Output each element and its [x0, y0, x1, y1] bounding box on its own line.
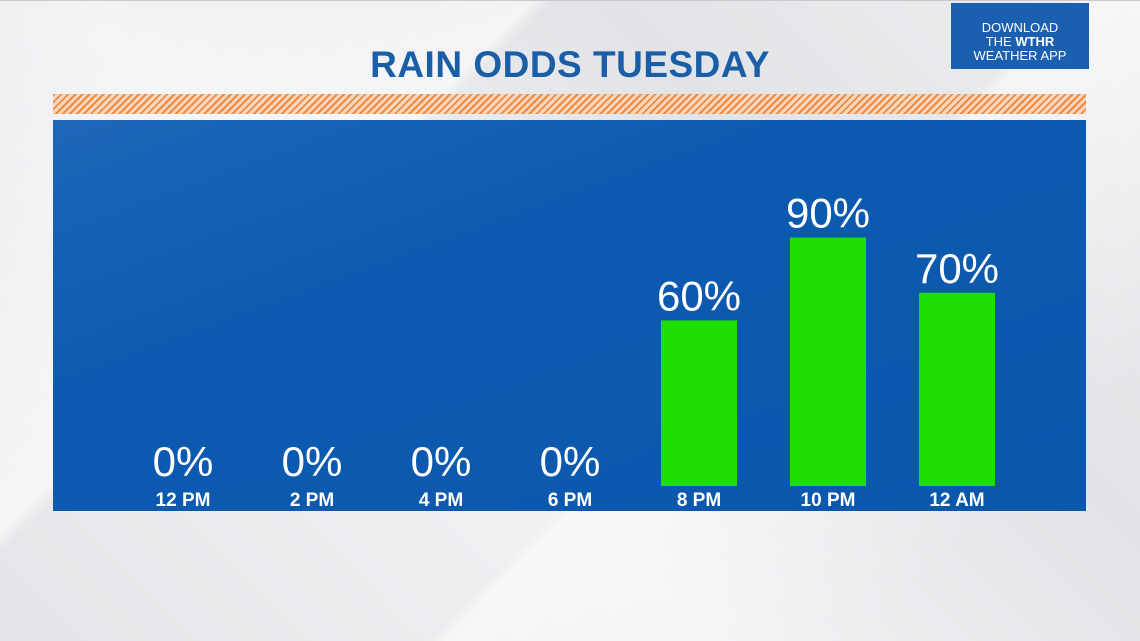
badge-line-app: WEATHER APP — [973, 48, 1067, 63]
badge-line-download: DOWNLOAD — [981, 20, 1059, 35]
category-label: 4 PM — [419, 490, 463, 511]
category-label: 8 PM — [677, 490, 721, 511]
decorative-hatched-stripe — [53, 94, 1086, 114]
category-label: 12 AM — [929, 490, 984, 511]
top-border-line — [0, 0, 1140, 1]
badge-line-brand: THE WTHR — [951, 35, 1089, 49]
category-label: 12 PM — [156, 490, 211, 511]
value-label: 90% — [786, 190, 870, 237]
badge-prefix: THE — [985, 34, 1016, 49]
category-label: 6 PM — [548, 490, 592, 511]
bar-12-am — [919, 292, 995, 486]
category-label: 2 PM — [290, 490, 334, 511]
value-label: 60% — [657, 272, 741, 319]
chart-title: RAIN ODDS TUESDAY — [370, 44, 770, 85]
badge-brand-name: WTHR — [1015, 34, 1055, 49]
value-label: 70% — [915, 245, 999, 292]
value-label: 0% — [282, 438, 343, 485]
bar-8-pm — [661, 320, 737, 486]
app-download-badge[interactable]: DOWNLOAD THE WTHR WEATHER APP — [951, 3, 1089, 69]
value-label: 0% — [153, 438, 214, 485]
bar-10-pm — [790, 237, 866, 486]
value-label: 0% — [540, 438, 601, 485]
category-label: 10 PM — [801, 490, 856, 511]
chart-panel — [53, 120, 1086, 511]
value-label: 0% — [411, 438, 472, 485]
